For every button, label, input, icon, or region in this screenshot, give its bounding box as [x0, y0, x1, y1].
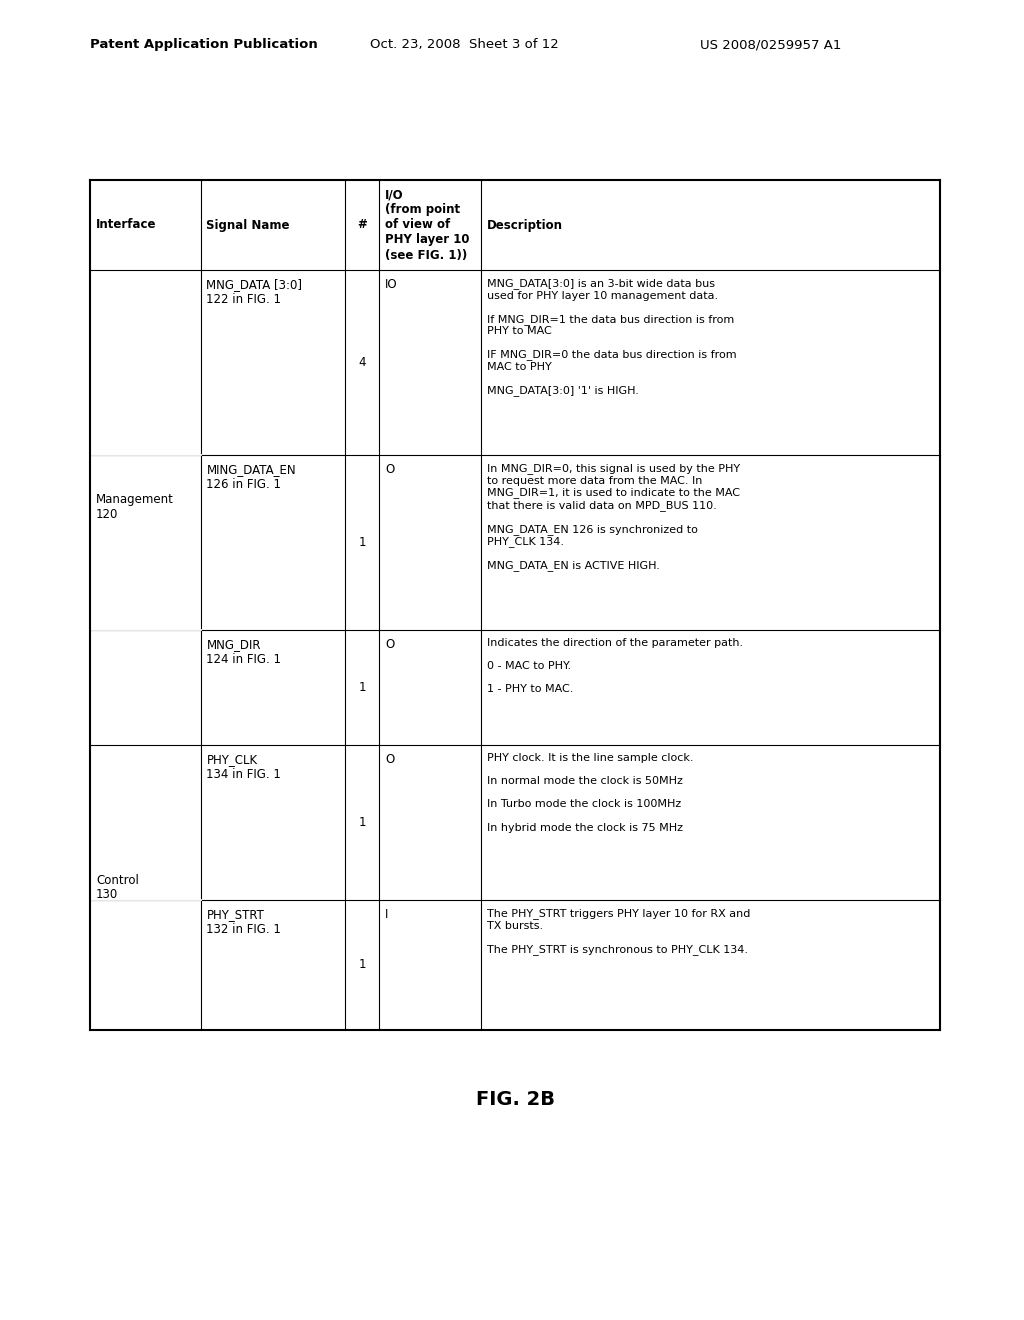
Text: 1: 1	[358, 681, 366, 694]
Text: Management
120: Management 120	[96, 494, 174, 521]
Text: O: O	[385, 638, 394, 651]
Text: MNG_DIR
124 in FIG. 1: MNG_DIR 124 in FIG. 1	[207, 638, 282, 667]
Text: O: O	[385, 752, 394, 766]
Text: The PHY_STRT triggers PHY layer 10 for RX and
TX bursts.

The PHY_STRT is synchr: The PHY_STRT triggers PHY layer 10 for R…	[487, 908, 751, 954]
Text: IO: IO	[385, 279, 397, 290]
Text: I/O
(from point
of view of
PHY layer 10
(see FIG. 1)): I/O (from point of view of PHY layer 10 …	[385, 189, 469, 261]
Text: MNG_DATA[3:0] is an 3-bit wide data bus
used for PHY layer 10 management data.

: MNG_DATA[3:0] is an 3-bit wide data bus …	[487, 279, 736, 396]
Text: Signal Name: Signal Name	[207, 219, 290, 231]
Text: FIG. 2B: FIG. 2B	[475, 1090, 555, 1109]
Text: 1: 1	[358, 958, 366, 972]
Text: MING_DATA_EN
126 in FIG. 1: MING_DATA_EN 126 in FIG. 1	[207, 463, 296, 491]
Text: PHY_STRT
132 in FIG. 1: PHY_STRT 132 in FIG. 1	[207, 908, 282, 936]
Text: Patent Application Publication: Patent Application Publication	[90, 38, 317, 51]
Text: Interface: Interface	[96, 219, 157, 231]
Text: 1: 1	[358, 816, 366, 829]
Text: Description: Description	[487, 219, 563, 231]
Text: In MNG_DIR=0, this signal is used by the PHY
to request more data from the MAC. : In MNG_DIR=0, this signal is used by the…	[487, 463, 740, 572]
Text: Control
130: Control 130	[96, 874, 139, 902]
Text: 1: 1	[358, 536, 366, 549]
Text: US 2008/0259957 A1: US 2008/0259957 A1	[700, 38, 842, 51]
Text: Indicates the direction of the parameter path.

0 - MAC to PHY.

1 - PHY to MAC.: Indicates the direction of the parameter…	[487, 638, 743, 694]
Text: MNG_DATA [3:0]
122 in FIG. 1: MNG_DATA [3:0] 122 in FIG. 1	[207, 279, 302, 306]
Text: I: I	[385, 908, 388, 921]
Text: #: #	[357, 219, 367, 231]
Text: 4: 4	[358, 356, 366, 370]
Text: PHY_CLK
134 in FIG. 1: PHY_CLK 134 in FIG. 1	[207, 752, 282, 781]
Text: Oct. 23, 2008  Sheet 3 of 12: Oct. 23, 2008 Sheet 3 of 12	[370, 38, 559, 51]
Text: O: O	[385, 463, 394, 477]
Text: PHY clock. It is the line sample clock.

In normal mode the clock is 50MHz

In T: PHY clock. It is the line sample clock. …	[487, 752, 693, 833]
